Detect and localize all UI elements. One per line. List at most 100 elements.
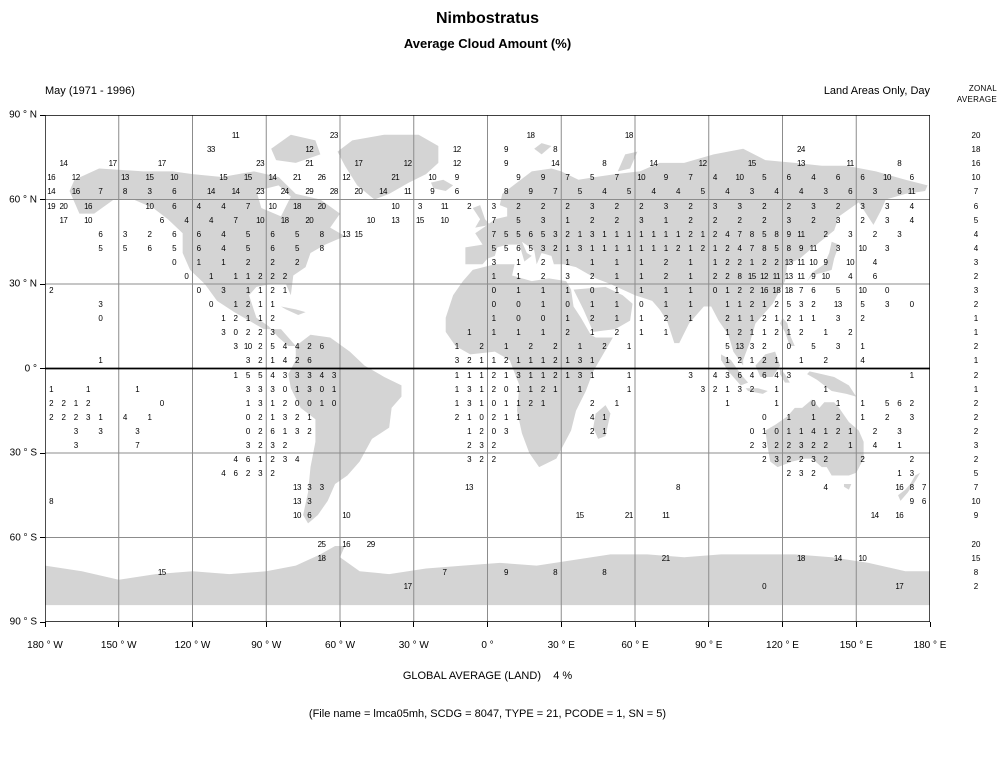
cell-value: 1 xyxy=(516,356,521,366)
cell-value: 2 xyxy=(565,328,570,338)
cell-value: 3 xyxy=(700,384,705,394)
cell-value: 10 xyxy=(821,271,830,281)
lat-label: 90 ° S xyxy=(9,616,37,628)
cell-value: 5 xyxy=(860,300,865,310)
cell-value: 3 xyxy=(884,300,889,310)
cell-value: 1 xyxy=(712,257,717,267)
cell-value: 2 xyxy=(811,215,816,225)
cell-value: 3 xyxy=(811,455,816,465)
cell-value: 1 xyxy=(749,257,754,267)
cell-value: 3 xyxy=(98,426,103,436)
cell-value: 7 xyxy=(749,243,754,253)
cell-value: 2 xyxy=(467,440,472,450)
landmass-japan xyxy=(807,241,840,282)
cell-value: 0 xyxy=(245,412,250,422)
cell-value: 2 xyxy=(909,398,914,408)
cell-value: 6 xyxy=(172,229,177,239)
cell-value: 1 xyxy=(528,384,533,394)
cell-value: 0 xyxy=(565,300,570,310)
cell-value: 2 xyxy=(589,215,594,225)
cell-value: 1 xyxy=(614,300,619,310)
cell-value: 2 xyxy=(835,426,840,436)
cell-value: 6 xyxy=(147,243,152,253)
cell-value: 12 xyxy=(452,159,461,169)
cell-value: 3 xyxy=(589,229,594,239)
lat-axis: 90 ° N 60 ° N 30 ° N 0 ° 30 ° S 60 ° S 90 ° S xyxy=(0,110,41,628)
cell-value: 4 xyxy=(184,215,189,225)
cell-value: 14 xyxy=(833,553,842,563)
cell-value: 18 xyxy=(280,215,289,225)
cell-value: 3 xyxy=(909,412,914,422)
cell-value: 5 xyxy=(270,342,275,352)
cell-value: 6 xyxy=(319,342,324,352)
zonal-average-value: 10 xyxy=(971,497,981,507)
cell-value: 9 xyxy=(503,159,508,169)
cell-value: 2 xyxy=(835,201,840,211)
cell-value: 6 xyxy=(245,455,250,465)
cell-value: 10 xyxy=(858,286,867,296)
cell-value: 1 xyxy=(467,426,472,436)
cell-value: 10 xyxy=(170,173,179,183)
cell-value: 1 xyxy=(639,328,644,338)
cell-value: 2 xyxy=(712,271,717,281)
cell-value: 2 xyxy=(884,412,889,422)
cell-value: 1 xyxy=(663,300,668,310)
zonal-average-value: 2 xyxy=(973,342,979,352)
cell-value: 1 xyxy=(503,398,508,408)
cell-value: 3 xyxy=(737,201,742,211)
cell-value: 5 xyxy=(245,370,250,380)
cell-value: 6 xyxy=(270,243,275,253)
cell-value: 2 xyxy=(565,201,570,211)
cell-value: 3 xyxy=(294,426,299,436)
cell-value: 1 xyxy=(503,370,508,380)
cell-value: 1 xyxy=(245,398,250,408)
cell-value: 2 xyxy=(823,440,828,450)
cell-value: 3 xyxy=(319,483,324,493)
cell-value: 13 xyxy=(120,173,129,183)
cell-value: 14 xyxy=(649,159,658,169)
landmass-british-isles xyxy=(472,205,490,228)
cell-value: 1 xyxy=(516,286,521,296)
cell-value: 5 xyxy=(294,243,299,253)
cell-value: 2 xyxy=(749,300,754,310)
cell-value: 15 xyxy=(157,567,166,577)
cell-value: 3 xyxy=(577,370,582,380)
cell-value: 2 xyxy=(663,314,668,324)
cell-value: 4 xyxy=(848,271,853,281)
cell-value: 4 xyxy=(712,370,717,380)
cell-value: 2 xyxy=(294,257,299,267)
cell-value: 2 xyxy=(786,469,791,479)
cell-value: 0 xyxy=(774,426,779,436)
axis-tick xyxy=(40,283,45,285)
cell-value: 2 xyxy=(614,328,619,338)
cell-value: 4 xyxy=(196,201,201,211)
hudson-bay xyxy=(256,185,291,217)
cell-value: 6 xyxy=(270,426,275,436)
cell-value: 4 xyxy=(860,356,865,366)
landmass-arctic-archipelago xyxy=(271,134,321,163)
zonal-average-value: 2 xyxy=(973,581,979,591)
cell-value: 5 xyxy=(245,229,250,239)
cell-value: 18 xyxy=(624,131,633,141)
cell-value: 1 xyxy=(848,426,853,436)
file-info-label: (File name = lmca05mh, SCDG = 8047, TYPE… xyxy=(308,708,667,720)
axis-tick xyxy=(782,622,783,627)
cell-value: 1 xyxy=(73,398,78,408)
cell-value: 2 xyxy=(258,426,263,436)
cell-value: 1 xyxy=(762,328,767,338)
cell-value: 11 xyxy=(907,187,916,197)
cell-value: 3 xyxy=(823,187,828,197)
cell-value: 1 xyxy=(688,243,693,253)
cell-value: 0 xyxy=(762,581,767,591)
cell-value: 6 xyxy=(307,356,312,366)
cell-value: 9 xyxy=(454,173,459,183)
cell-value: 3 xyxy=(884,201,889,211)
cell-value: 12 xyxy=(342,173,351,183)
cell-value: 2 xyxy=(540,384,545,394)
landmass-new-guinea xyxy=(807,371,857,397)
cell-value: 2 xyxy=(270,314,275,324)
cell-value: 2 xyxy=(811,469,816,479)
cell-value: 1 xyxy=(258,455,263,465)
cell-value: 17 xyxy=(895,581,904,591)
